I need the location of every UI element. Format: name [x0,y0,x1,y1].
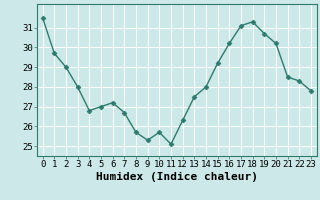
X-axis label: Humidex (Indice chaleur): Humidex (Indice chaleur) [96,172,258,182]
